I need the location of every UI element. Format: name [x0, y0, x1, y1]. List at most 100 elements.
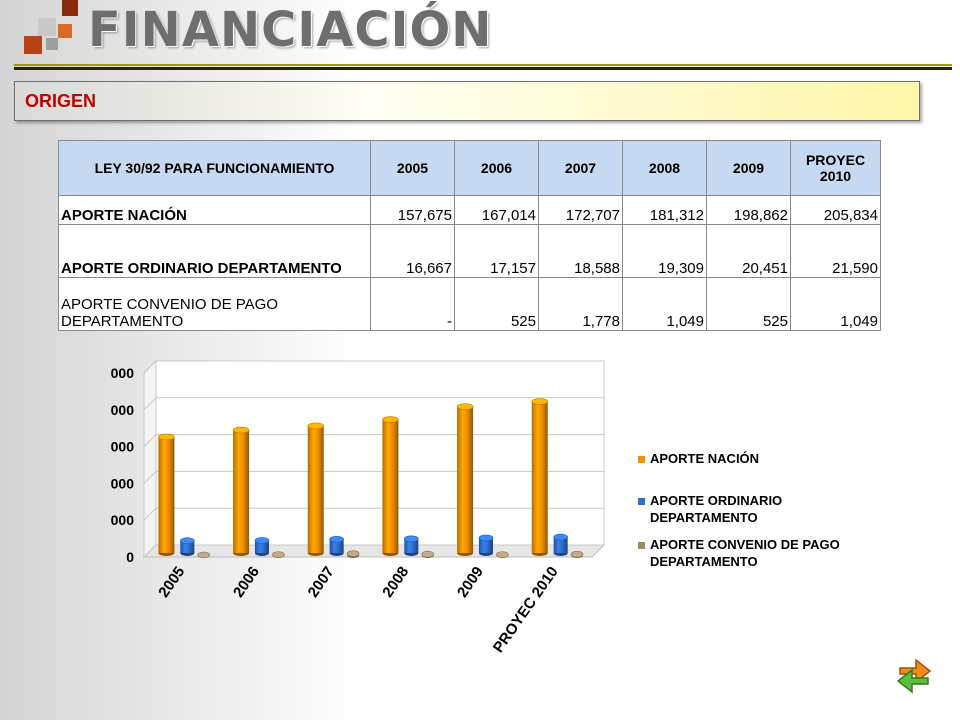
bar-top	[180, 537, 195, 545]
refresh-arrows-icon[interactable]	[894, 652, 934, 694]
column-header: PROYEC 2010	[790, 140, 881, 196]
column-header: 2005	[370, 140, 455, 196]
bar-body	[254, 540, 269, 553]
table-cell: -	[370, 277, 455, 331]
x-tick-label: 2007	[305, 564, 338, 601]
bar-body	[553, 537, 568, 553]
table-row: APORTE ORDINARIO DEPARTAMENTO 16,667 17,…	[58, 224, 881, 278]
table-cell: 198,862	[706, 195, 791, 225]
bar-body	[478, 537, 493, 553]
bar-top	[254, 537, 270, 544]
bar-body	[158, 436, 175, 553]
gridline	[143, 360, 604, 374]
bar	[478, 534, 494, 556]
section-bar: ORIGEN	[14, 81, 920, 121]
table-cell: 20,451	[706, 224, 791, 278]
legend-swatch	[638, 542, 645, 549]
row-label: APORTE NACIÓN	[58, 195, 371, 225]
legend-label: APORTE NACIÓN	[650, 451, 759, 466]
table-cell: 17,157	[454, 224, 539, 278]
y-tick-label: 100 000	[108, 475, 134, 491]
table-cell: 1,049	[790, 277, 881, 331]
bar	[531, 398, 549, 556]
bar	[346, 550, 360, 558]
bar-top	[478, 534, 494, 542]
table-cell: 181,312	[622, 195, 707, 225]
column-header: 2008	[622, 140, 707, 196]
table-cell: 1,778	[538, 277, 623, 331]
table-cell: 525	[706, 277, 791, 331]
bar-top	[382, 416, 399, 423]
x-tick-label: 2009	[454, 564, 487, 601]
column-header: 2009	[706, 140, 791, 196]
bar-top	[531, 398, 549, 405]
bar	[197, 551, 211, 559]
x-tick-label: PROYEC 2010	[490, 564, 562, 656]
legend-swatch	[638, 498, 645, 505]
bar	[382, 416, 399, 556]
table-cell: 18,588	[538, 224, 623, 278]
bar	[496, 551, 509, 558]
bar	[158, 433, 175, 556]
bar	[404, 535, 419, 556]
bar-top	[404, 535, 419, 543]
bar	[272, 551, 285, 558]
table-cell: 21,590	[790, 224, 881, 278]
bar	[329, 536, 344, 556]
bar-top	[346, 550, 360, 557]
bar-body	[404, 538, 419, 553]
bar-body	[382, 419, 399, 553]
y-tick-label: 150 000	[108, 439, 134, 455]
bar	[570, 550, 584, 558]
legend-swatch	[638, 456, 645, 463]
bar	[456, 403, 474, 556]
gridline	[143, 470, 604, 484]
y-tick-label: 250 000	[108, 365, 134, 381]
bar-body	[180, 540, 195, 553]
y-tick-label: 0	[126, 549, 134, 565]
bar-top	[421, 550, 435, 558]
table-cell: 1,049	[622, 277, 707, 331]
table-cell: 167,014	[454, 195, 539, 225]
table-cell: 16,667	[370, 224, 455, 278]
bar-body	[233, 430, 250, 553]
bar-top	[272, 551, 285, 558]
y-tick-label: 200 000	[108, 402, 134, 418]
section-title: ORIGEN	[25, 91, 97, 111]
table-cell: 525	[454, 277, 539, 331]
page-title: FINANCIACIÓN	[88, 2, 493, 58]
bar-top	[570, 550, 584, 558]
bar-body	[329, 539, 344, 553]
table-header-row: LEY 30/92 PARA FUNCIONAMIENTO 2005 2006 …	[58, 140, 881, 196]
gridline	[143, 544, 604, 558]
bar-top	[197, 551, 211, 559]
gridline	[143, 434, 604, 447]
title-rule-black	[14, 67, 952, 70]
table-row: APORTE CONVENIO DE PAGO DEPARTAMENTO - 5…	[58, 277, 881, 331]
table-row: APORTE NACIÓN 157,675 167,014 172,707 18…	[58, 195, 881, 225]
table-corner-header: LEY 30/92 PARA FUNCIONAMIENTO	[58, 140, 371, 196]
legend-label: APORTE ORDINARIO DEPARTAMENTO	[650, 493, 782, 525]
x-tick-label: 2005	[155, 564, 188, 601]
legend-label: APORTE CONVENIO DE PAGO DEPARTAMENTO	[650, 537, 840, 569]
bar-top	[232, 426, 250, 434]
bar-body	[531, 401, 548, 553]
gridline	[143, 507, 604, 521]
table-cell: 172,707	[538, 195, 623, 225]
row-label: APORTE CONVENIO DE PAGO DEPARTAMENTO	[58, 277, 371, 331]
bar-body	[307, 425, 324, 553]
table-cell: 205,834	[790, 195, 881, 225]
bar-top	[329, 536, 344, 543]
financing-table: LEY 30/92 PARA FUNCIONAMIENTO 2005 2006 …	[58, 140, 881, 331]
bar-top	[307, 422, 325, 430]
bar	[180, 537, 195, 556]
column-header: 2007	[538, 140, 623, 196]
title-rule-gold	[14, 64, 952, 66]
bar-top	[496, 551, 509, 558]
bar-top	[456, 403, 474, 410]
x-tick-label: 2006	[230, 564, 263, 601]
bar	[553, 533, 568, 556]
bar-top	[553, 533, 568, 541]
chart-side-wall	[143, 359, 157, 559]
logo-squares-icon	[20, 0, 80, 66]
